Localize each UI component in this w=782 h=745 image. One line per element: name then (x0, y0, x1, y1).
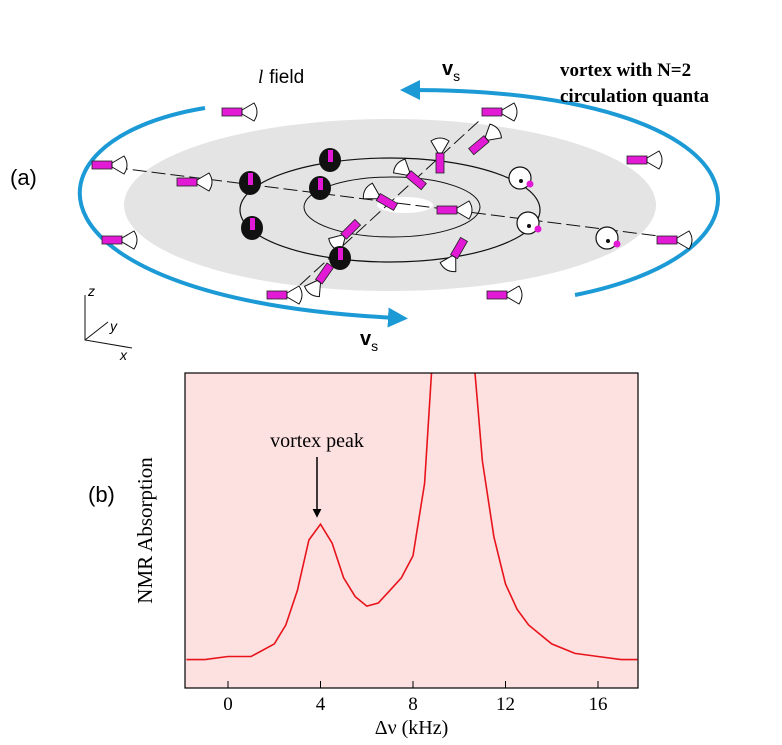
axis-z: z (87, 283, 95, 299)
vortex-note: circulation quanta (560, 86, 710, 107)
word: field (269, 67, 304, 88)
ring (303, 176, 481, 238)
x-tick-label: 4 (316, 694, 326, 715)
x-axis-label: Δν (kHz) (375, 717, 449, 739)
l-vector-end (309, 176, 331, 200)
panel-label: (b) (88, 482, 115, 507)
symbol: l (258, 67, 263, 88)
x-tick-label: 8 (408, 694, 418, 715)
annotation: vortex peak (270, 430, 364, 452)
axis-x: x (119, 347, 128, 363)
l-vector (481, 102, 518, 122)
l-vector (221, 102, 258, 122)
x-tick-label: 0 (223, 694, 233, 715)
x-tick-label: 12 (496, 694, 515, 715)
l-vector (91, 155, 128, 175)
l-vector-end (241, 216, 263, 240)
l-field-label: l field (258, 67, 304, 88)
l-vector-end (319, 148, 341, 172)
axes (84, 295, 133, 349)
flow-arrow (77, 106, 408, 328)
vs-label: vs (360, 328, 378, 354)
ring (239, 157, 541, 263)
subscript: s (453, 68, 460, 84)
symbol: v (442, 58, 454, 80)
symbol: v (360, 328, 372, 350)
plot-frame (184, 372, 639, 689)
subscript: s (371, 338, 378, 354)
l-vector (266, 285, 303, 305)
chart: 0 4 8 12 16 Δν (kHz) NMR Absorption vortex peak (133, 372, 639, 739)
l-vector (486, 285, 523, 305)
l-vector (626, 150, 663, 170)
l-vector (656, 230, 693, 250)
axis-y: y (109, 318, 118, 334)
flow-arrow (400, 80, 720, 297)
line (94, 164, 691, 241)
vs-label: vs (442, 58, 460, 84)
spectrum-line (186, 373, 638, 661)
coordinate-axes (84, 295, 133, 349)
y-axis-label: NMR Absorption (133, 457, 157, 604)
vortex-diagram (77, 80, 720, 349)
vortex-note: vortex with N=2 (560, 60, 691, 81)
panel-label: (a) (10, 165, 37, 190)
l-vector (101, 230, 138, 250)
plot-background (185, 373, 638, 688)
l-vector-end (329, 246, 351, 270)
l-vector-end (239, 171, 261, 195)
x-tick-label: 16 (588, 694, 607, 715)
